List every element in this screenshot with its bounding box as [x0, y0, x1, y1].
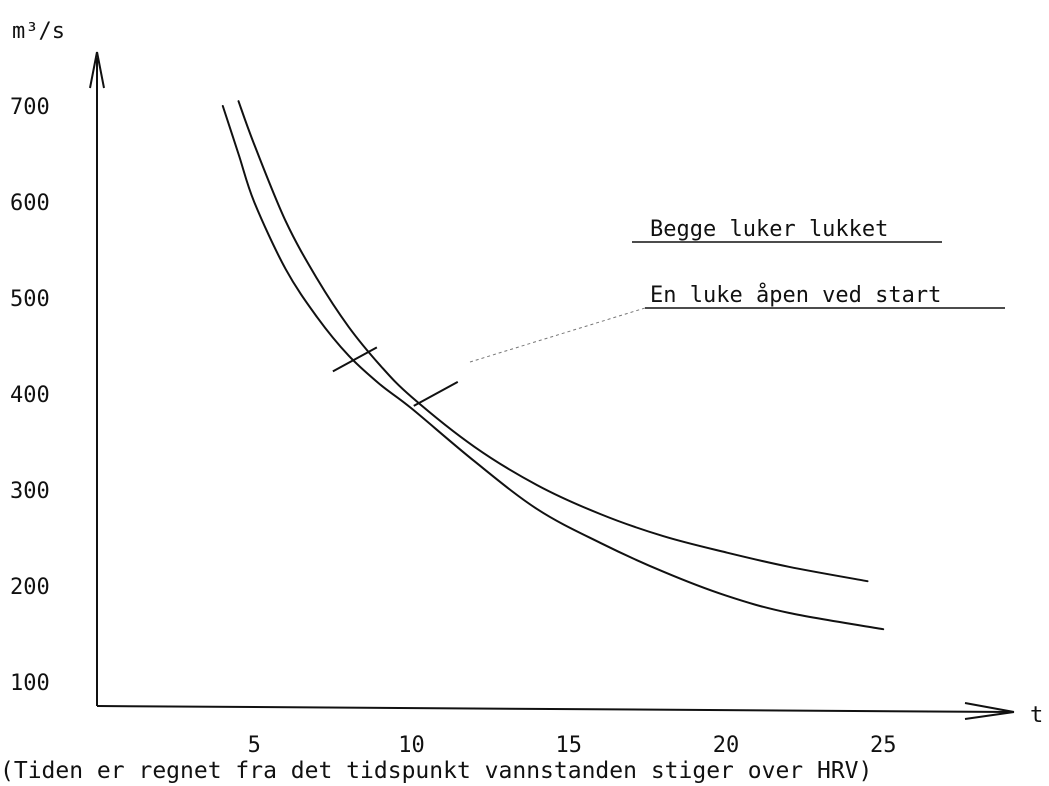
x-tick-label: 5: [248, 733, 261, 758]
legend-label-en-luke-apen: En luke åpen ved start: [650, 282, 941, 308]
x-tick-label: 10: [398, 733, 425, 758]
x-tick-labels: 5 10 15 20 25: [248, 733, 897, 758]
y-axis-unit: m³/s: [12, 19, 65, 44]
x-axis-arrow-icon: [964, 702, 1015, 720]
y-tick-label: 500: [10, 287, 50, 312]
chart-caption: (Tiden er regnet fra det tidspunkt vanns…: [0, 758, 872, 784]
x-axis-unit: t: [1030, 703, 1043, 728]
axes: [89, 51, 1015, 720]
y-tick-label: 200: [10, 575, 50, 600]
y-tick-label: 400: [10, 383, 50, 408]
x-axis-line: [96, 705, 1013, 713]
y-tick-label: 300: [10, 479, 50, 504]
legend-leader-en-luke-apen: [413, 380, 459, 407]
series-curves: [221, 100, 885, 631]
legend-leader-begge-luker-lukket: [332, 346, 378, 373]
y-tick-label: 100: [10, 671, 50, 696]
series-line-begge-luker-lukket: [221, 105, 885, 631]
x-tick-label: 20: [713, 733, 740, 758]
x-tick-label: 25: [870, 733, 897, 758]
legend-pointer-en-luke-apen: [469, 307, 646, 363]
legend: Begge luker lukket En luke åpen ved star…: [332, 217, 1005, 407]
y-tick-labels: 100 200 300 400 500 600 700: [10, 95, 50, 696]
y-tick-label: 600: [10, 191, 50, 216]
y-axis-arrow-icon: [89, 51, 105, 89]
y-tick-label: 700: [10, 95, 50, 120]
series-line-en-luke-apen-ved-start: [237, 100, 869, 583]
x-tick-label: 15: [555, 733, 582, 758]
legend-label-begge-luker-lukket: Begge luker lukket: [650, 217, 888, 242]
